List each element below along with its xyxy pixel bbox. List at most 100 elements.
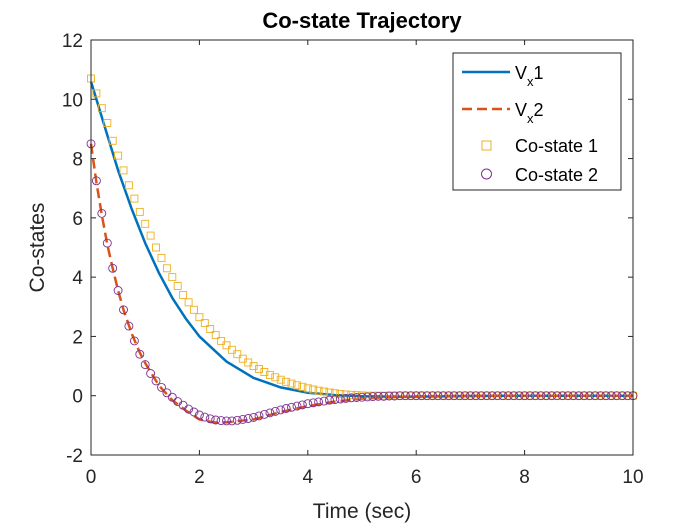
costate1-marker <box>146 231 155 240</box>
costate1-marker <box>255 365 263 373</box>
costate1-marker <box>466 391 475 400</box>
costate2-marker <box>514 391 524 401</box>
costate1-marker <box>591 391 600 400</box>
costate1-marker <box>271 373 280 382</box>
y-tick-label: 4 <box>72 268 83 289</box>
series-layer <box>86 74 638 426</box>
costate2-marker <box>270 406 280 416</box>
x-tick-label: 8 <box>519 467 530 488</box>
costate1-marker <box>580 391 589 400</box>
costate1-marker <box>162 264 171 273</box>
costate2-marker <box>362 392 372 402</box>
costate2-marker <box>319 396 329 406</box>
costate1-marker <box>526 391 534 400</box>
costate1-marker <box>141 219 150 228</box>
costate2-marker <box>373 391 383 401</box>
legend-swatch-costate2 <box>481 168 492 180</box>
costate2-marker <box>395 391 405 401</box>
costate1-marker <box>303 384 312 393</box>
costate2-marker <box>102 238 112 248</box>
costate2-marker <box>238 414 248 424</box>
costate2-marker <box>596 391 605 401</box>
costate2-marker <box>222 416 231 426</box>
costate2-marker <box>460 391 470 401</box>
legend-box <box>452 52 622 191</box>
costate1-marker <box>471 391 480 400</box>
costate2-marker <box>91 176 101 186</box>
costate1-marker <box>320 387 329 396</box>
legend-vx2-base: V <box>515 100 527 120</box>
costate2-marker <box>346 393 356 403</box>
costate2-marker <box>341 393 351 403</box>
costate1-marker <box>211 330 220 339</box>
costate2-marker <box>558 391 567 401</box>
costate2-marker <box>243 414 253 423</box>
costate2-marker <box>482 391 492 401</box>
legend-vx2-sub: x <box>527 111 534 126</box>
costate2-marker <box>563 391 573 401</box>
costate2-marker <box>590 391 600 401</box>
costate2-marker <box>129 336 139 346</box>
costate2-marker <box>428 391 437 401</box>
costate1-marker <box>119 166 128 175</box>
costate1-marker <box>504 391 513 400</box>
costate1-marker <box>282 377 291 386</box>
costate1-marker <box>417 391 426 400</box>
x-tick-label: 6 <box>411 467 422 488</box>
costate2-marker <box>379 391 389 401</box>
costate2-marker <box>97 208 107 218</box>
costate1-marker <box>564 391 572 400</box>
costate2-marker <box>574 391 584 401</box>
costate2-marker <box>292 401 302 411</box>
costate1-marker <box>558 391 567 400</box>
costate1-marker <box>493 391 502 400</box>
costate2-marker <box>119 305 128 315</box>
costate2-marker <box>140 360 150 370</box>
costate1-marker <box>515 391 524 400</box>
costate1-marker <box>260 368 269 376</box>
costate2-marker <box>184 404 194 414</box>
costate1-marker <box>412 391 421 400</box>
costate1-marker <box>520 391 529 400</box>
costate2-marker <box>384 391 394 401</box>
costate1-marker <box>574 391 583 400</box>
costate1-marker <box>227 345 236 354</box>
x-tick-label: 4 <box>303 467 314 488</box>
costate1-marker <box>233 350 242 359</box>
costate2-marker <box>259 409 269 419</box>
costate1-marker <box>124 181 133 190</box>
costate2-marker <box>438 391 448 401</box>
costate1-marker <box>531 391 540 400</box>
y-tick-label: 8 <box>72 150 83 171</box>
costate2-marker <box>227 416 237 426</box>
costate1-marker <box>444 391 453 400</box>
costate1-marker <box>135 207 144 216</box>
costate1-marker <box>536 391 545 400</box>
costate1-marker <box>114 151 123 160</box>
costate2-marker <box>357 392 367 402</box>
costate1-marker <box>607 391 616 400</box>
costate1-marker <box>222 341 231 350</box>
costate1-marker <box>92 89 101 98</box>
costate2-marker <box>335 394 345 404</box>
costate1-marker <box>309 385 318 394</box>
legend-label-vx1: Vx1 <box>515 63 544 89</box>
costate1-marker <box>612 391 621 400</box>
costate2-marker <box>352 393 362 402</box>
costate1-marker <box>217 336 226 345</box>
costate2-marker <box>167 392 177 402</box>
legend-vx1-base: V <box>515 63 527 83</box>
legend-vx1-suffix: 1 <box>534 63 544 83</box>
costate2-marker <box>400 391 410 401</box>
costate1-marker <box>298 382 307 391</box>
costate2-marker <box>113 286 123 295</box>
costate2-marker <box>422 391 432 401</box>
costate2-marker <box>308 398 318 408</box>
costate2-marker <box>617 391 627 401</box>
costate2-marker <box>135 349 145 359</box>
y-tick-label: 10 <box>62 90 83 111</box>
costate1-marker <box>157 253 166 262</box>
costate2-marker <box>476 391 486 401</box>
costate1-marker <box>542 391 551 400</box>
costate1-marker <box>168 273 177 282</box>
